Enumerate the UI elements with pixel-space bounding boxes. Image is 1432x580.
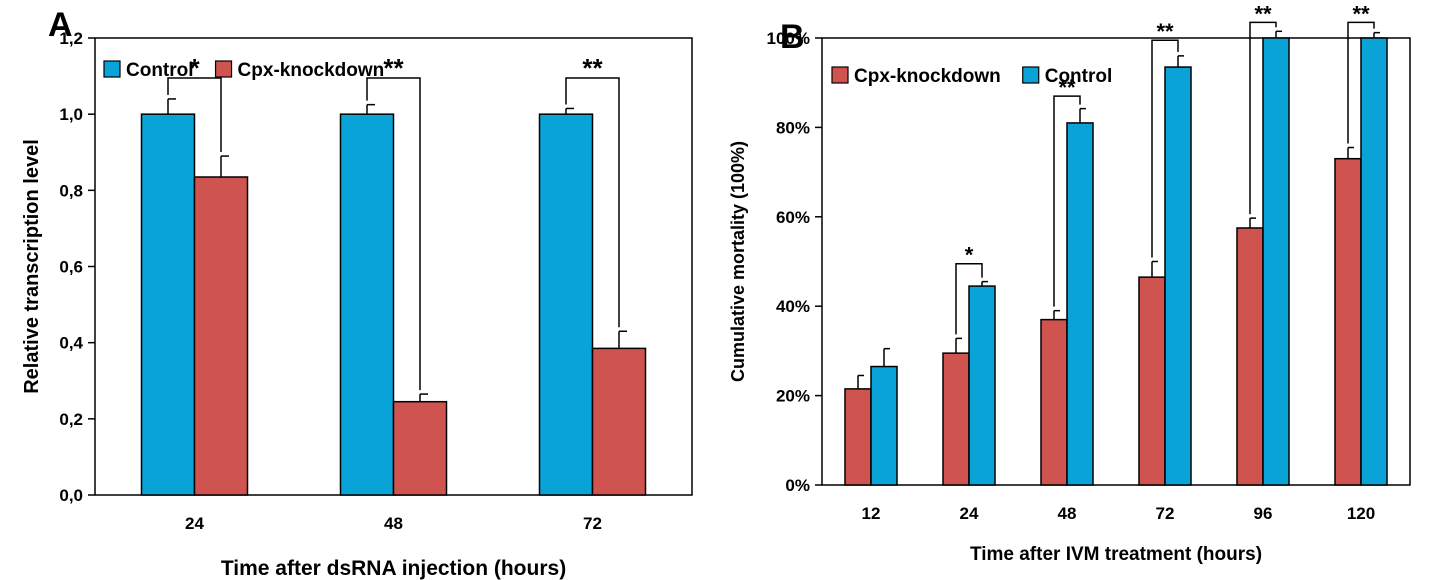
- bar-cpx-knockdown: [942, 352, 970, 486]
- y-tick-label: 60%: [776, 208, 810, 227]
- y-tick-label: 1,2: [59, 29, 83, 48]
- significance-bracket: [1249, 21, 1277, 215]
- y-tick-label: 80%: [776, 118, 810, 137]
- significance-marker: **: [1156, 19, 1174, 44]
- chart-panel-a: A 0,0 0,2 0,4 0,6 0,8 1,0 1,2 24 48 72 Time after d…: [21, 6, 693, 580]
- bar-control: [968, 285, 996, 486]
- legend-swatch: [214, 60, 233, 78]
- significance-bracket: [366, 77, 421, 391]
- significance-bracket: [167, 77, 222, 153]
- x-tick-label: 48: [384, 514, 403, 533]
- bar-control: [538, 113, 594, 496]
- legend-label: Cpx-knockdown: [854, 66, 1001, 87]
- y-tick-label: 0,6: [59, 258, 83, 277]
- y-tick-label: 1,0: [59, 105, 83, 124]
- bar-cpx-knockdown: [1040, 318, 1068, 486]
- y-axis-label: Relative transcription level: [21, 139, 43, 394]
- significance-marker: **: [582, 53, 603, 83]
- significance-bracket: [955, 262, 983, 335]
- bar-cpx-knockdown: [844, 388, 872, 486]
- x-tick-label: 72: [1156, 504, 1175, 523]
- x-tick-label: 24: [185, 514, 204, 533]
- bar-control: [1262, 37, 1290, 486]
- legend-label: Control: [1045, 66, 1113, 87]
- x-tick-label: 96: [1254, 504, 1273, 523]
- y-tick-label: 40%: [776, 297, 810, 316]
- panel-label: A: [48, 6, 73, 44]
- bar-cpx-knockdown: [591, 347, 647, 496]
- plot-frame: [821, 37, 1411, 486]
- significance-marker: **: [1352, 1, 1370, 26]
- significance-bracket: [1053, 95, 1081, 307]
- panel-label: B: [780, 18, 805, 56]
- significance-marker: **: [1058, 75, 1076, 100]
- legend-label: Control: [126, 60, 194, 81]
- bar-control: [1360, 37, 1388, 486]
- x-axis-label: Time after dsRNA injection (hours): [221, 557, 566, 580]
- y-tick-label: 100%: [767, 29, 810, 48]
- significance-marker: **: [1254, 1, 1272, 26]
- bar-control: [140, 113, 196, 496]
- y-tick-label: 0,2: [59, 410, 83, 429]
- y-tick-label: 0,4: [59, 334, 83, 353]
- bar-control: [1066, 122, 1094, 486]
- significance-marker: *: [189, 53, 200, 83]
- legend-swatch: [1022, 66, 1040, 84]
- chart-panel-b: B 0% 20% 40% 60% 80% 100% 12 24 48 72 96 120 Time aft…: [728, 1, 1411, 565]
- bar-cpx-knockdown: [1334, 157, 1362, 486]
- bar-cpx-knockdown: [1138, 276, 1166, 486]
- significance-marker: **: [383, 53, 404, 83]
- bar-control: [339, 113, 395, 496]
- x-tick-label: 48: [1058, 504, 1077, 523]
- x-tick-label: 120: [1347, 504, 1375, 523]
- legend-label: Cpx-knockdown: [238, 60, 385, 81]
- significance-bracket: [1347, 21, 1375, 144]
- x-tick-label: 24: [960, 504, 979, 523]
- x-tick-label: 72: [583, 514, 602, 533]
- y-tick-label: 0,8: [59, 181, 83, 200]
- significance-bracket: [1151, 39, 1179, 258]
- x-tick-label: 12: [862, 504, 881, 523]
- bar-control: [1164, 66, 1192, 486]
- bar-cpx-knockdown: [193, 176, 249, 496]
- y-tick-label: 0%: [785, 476, 810, 495]
- significance-marker: *: [965, 243, 974, 268]
- x-axis-label: Time after IVM treatment (hours): [970, 544, 1262, 565]
- significance-bracket: [565, 77, 620, 328]
- legend-swatch: [831, 66, 849, 84]
- bar-control: [870, 365, 898, 486]
- bar-cpx-knockdown: [392, 400, 448, 496]
- y-axis-label: Cumulative mortality (100%): [728, 141, 748, 382]
- y-tick-label: 0,0: [59, 486, 83, 505]
- y-tick-label: 20%: [776, 387, 810, 406]
- bar-cpx-knockdown: [1236, 227, 1264, 486]
- legend-swatch: [103, 60, 121, 78]
